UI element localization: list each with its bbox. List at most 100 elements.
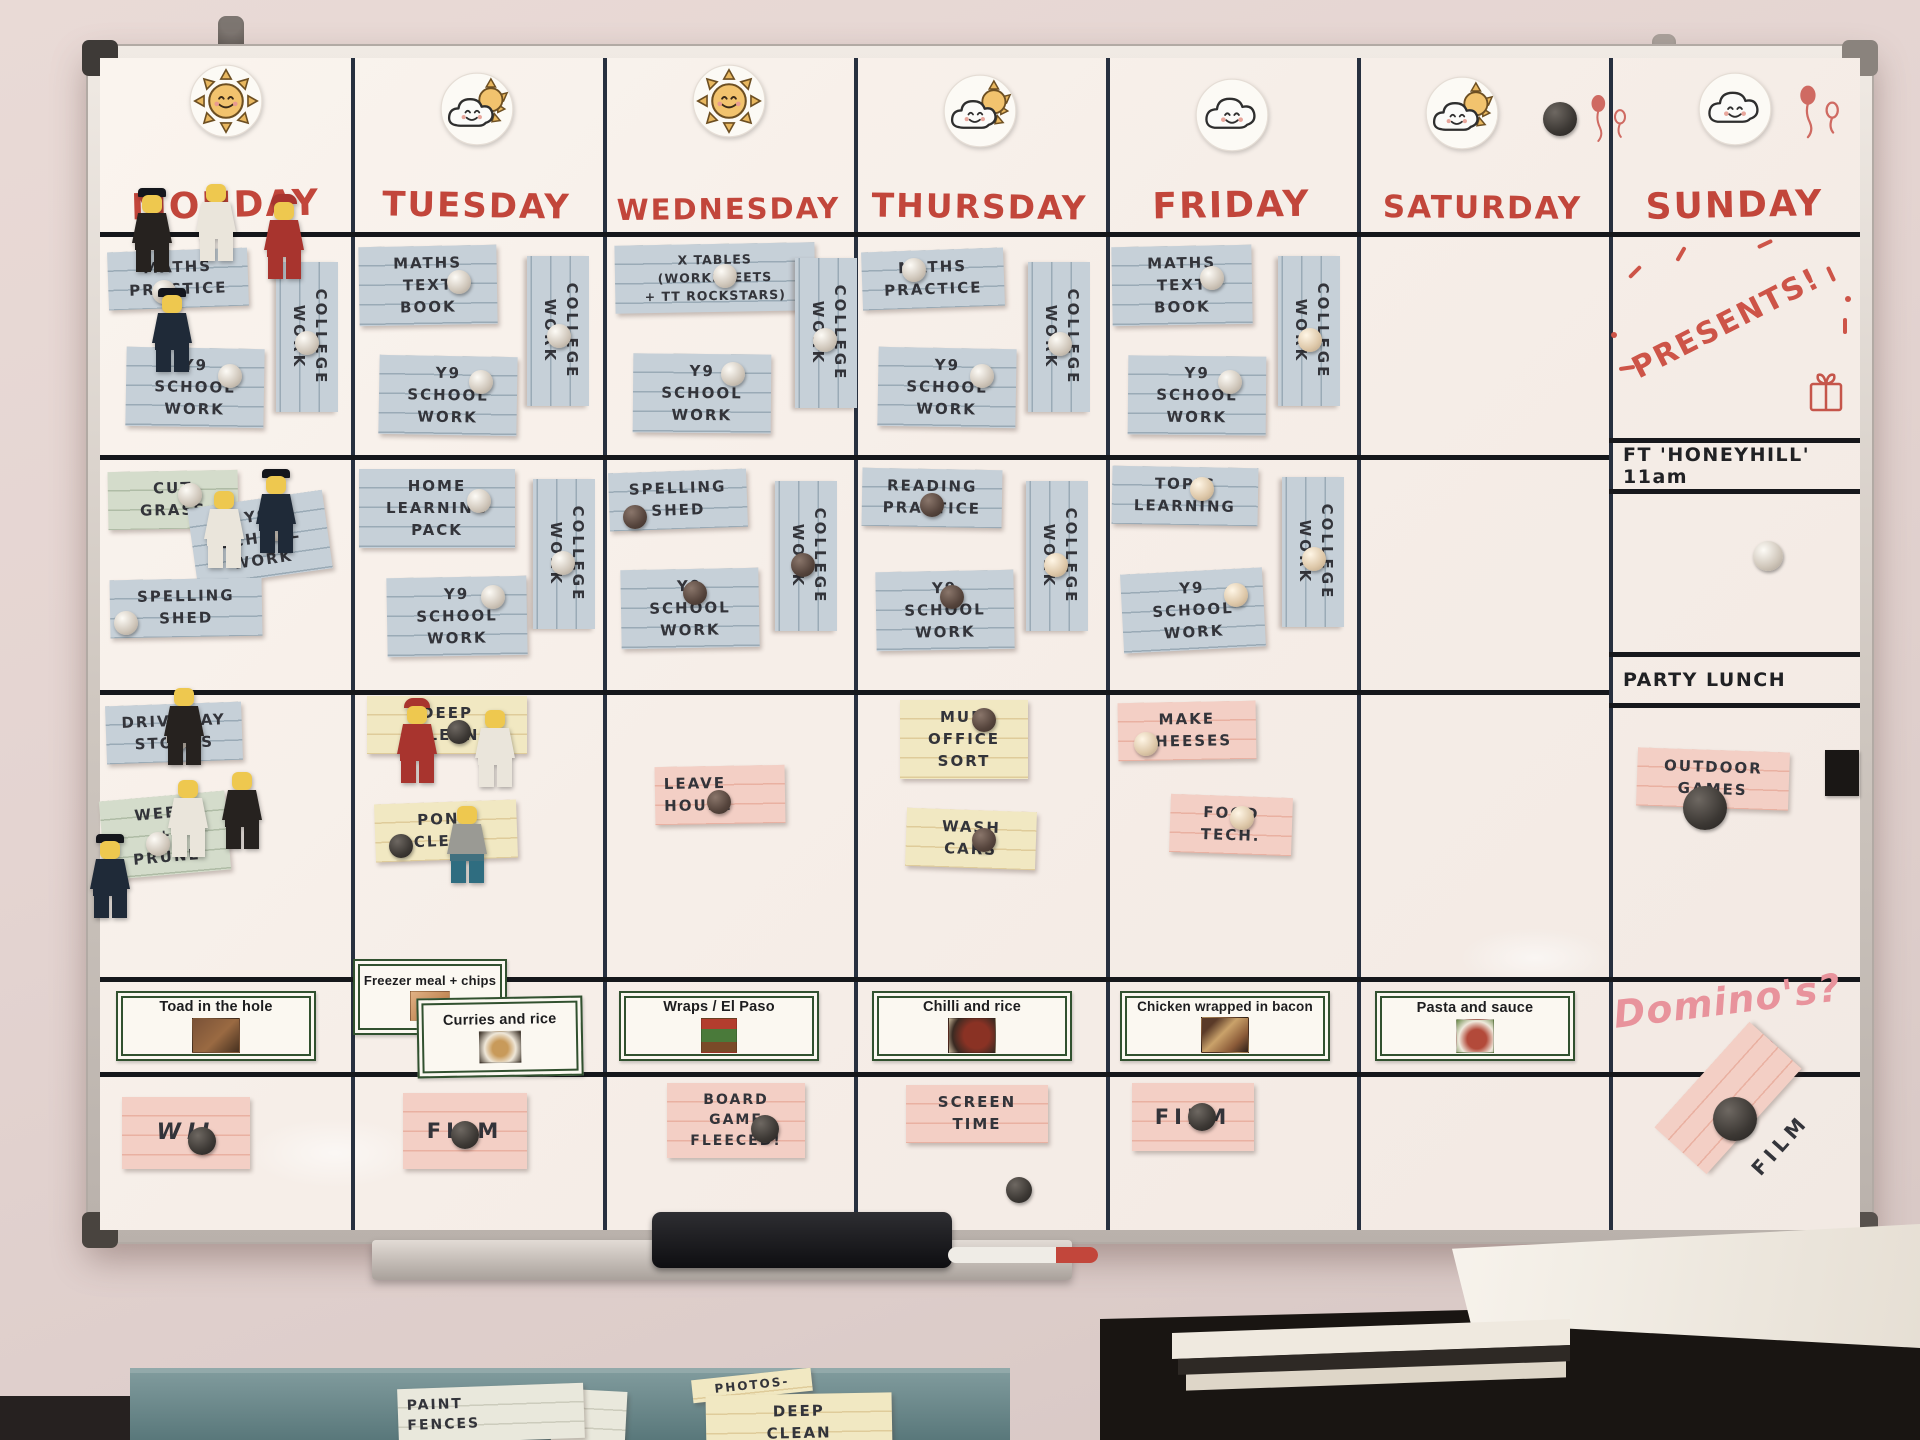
magnet [188, 1127, 216, 1155]
magnet [447, 720, 471, 744]
day-label-wednesday: WEDNESDAY [616, 191, 841, 227]
task-note: Y9 SCHOOL WORK [620, 567, 760, 650]
cell-saturday-meal: Pasta and sauce [1357, 981, 1608, 1071]
gift-doodle-icon [1805, 368, 1849, 416]
presents-doodle: PRESENTS! [1626, 261, 1827, 386]
day-label-tuesday: TUESDAY [381, 184, 572, 228]
task-note: BOARD GAME FLEECED! [667, 1083, 805, 1158]
cell-thursday-afternoon: MUM OFFICE SORT WASH CARS [854, 694, 1105, 974]
cell-sunday-midday [1609, 461, 1860, 687]
grid-column-line [854, 58, 858, 1230]
magnet [447, 270, 471, 294]
header-friday: FRIDAY [1106, 58, 1357, 232]
magnet [451, 1121, 479, 1149]
cell-wednesday-evening: BOARD GAME FLEECED! [603, 1077, 854, 1230]
task-note: FOOD TECH. [1169, 793, 1293, 856]
magnet [469, 370, 493, 394]
cell-thursday-morning: MATHS PRACTICE Y9 SCHOOL WORK COLLEGE WO… [854, 236, 1105, 455]
magnet [1713, 1097, 1757, 1141]
magnet [1683, 786, 1727, 830]
cell-wednesday-morning: X TABLES (WORKSHEETS + TT ROCKSTARS) Y9 … [603, 236, 857, 455]
grid-column-line [603, 58, 607, 1230]
black-square-magnet [1825, 750, 1859, 796]
lego-minifig-black-police-icon [128, 188, 176, 272]
doodle-dot [1611, 332, 1617, 338]
cloud-icon [1195, 78, 1269, 152]
grid-column-line [1609, 58, 1613, 1230]
magnet [146, 832, 170, 856]
magnet [1188, 1103, 1216, 1131]
grid-row-line-header [100, 232, 1860, 237]
grid-column-line [1357, 58, 1361, 1230]
cell-friday-afternoon: MAKE CHEESES FOOD TECH. [1106, 694, 1357, 974]
meal-label: Wraps / El Paso [663, 999, 775, 1015]
table-note-paint-fences: PAINT FENCES [397, 1382, 585, 1440]
task-note: Y9 SCHOOL WORK [877, 346, 1017, 429]
magnet [813, 328, 837, 352]
cell-friday-meal: Chicken wrapped in bacon [1106, 981, 1357, 1071]
meal-label: Pasta and sauce [1416, 999, 1534, 1016]
header-sunday: SUNDAY [1609, 58, 1860, 232]
cell-thursday-evening: SCREEN TIME [854, 1077, 1105, 1230]
doodle-dot [1845, 296, 1851, 302]
cell-thursday-meal: Chilli and rice [854, 981, 1105, 1071]
day-label-friday: FRIDAY [1152, 183, 1311, 228]
cell-monday-afternoon: DRIVEWAY STONES WEED + PRUNE [90, 688, 351, 974]
cell-friday-morning: MATHS TEXT BOOK Y9 SCHOOL WORK COLLEGE W… [1106, 236, 1357, 455]
cell-wednesday-meal: Wraps / El Paso [603, 981, 854, 1071]
party-lunch-text: PARTY LUNCH [1623, 669, 1787, 691]
cell-monday-evening: WII [100, 1077, 351, 1230]
cell-monday-meal: Toad in the hole [100, 981, 351, 1071]
cell-friday-midday: TOPIC LEARNING Y9 SCHOOL WORK COLLEGE WO… [1106, 461, 1357, 687]
magnet [972, 708, 996, 732]
cloud-icon [1698, 72, 1772, 146]
magnet [940, 585, 964, 609]
task-note: Y9 SCHOOL WORK [1127, 355, 1267, 436]
meal-label: Chilli and rice [922, 999, 1022, 1015]
meal-card: Curries and rice [416, 995, 584, 1079]
task-note: MATHS TEXT BOOK [1111, 244, 1253, 327]
magnet [1218, 370, 1242, 394]
doodle-dash [1825, 265, 1837, 283]
wall-hook-left [218, 16, 244, 48]
magnet [114, 611, 138, 635]
cloud-sun-icon [1425, 76, 1499, 150]
magnet [791, 553, 815, 577]
lego-minifig-navy-police-icon [148, 288, 196, 372]
meal-card: Wraps / El Paso [619, 991, 819, 1061]
doodle-dash [1756, 238, 1774, 250]
magnet [551, 551, 575, 575]
meal-photo [948, 1018, 996, 1053]
day-label-thursday: THURSDAY [871, 185, 1088, 228]
task-note: Y9 SCHOOL WORK [1120, 567, 1266, 654]
task-note: MUM OFFICE SORT [900, 700, 1028, 780]
ft-honeyhill-text: FT 'HONEYHILL' 11am [1623, 444, 1811, 488]
board-glare [250, 1118, 420, 1188]
sun-icon [692, 64, 766, 138]
magnet [547, 324, 571, 348]
header-wednesday: WEDNESDAY [603, 58, 854, 232]
sun-icon [189, 64, 263, 138]
magnet [1200, 266, 1224, 290]
magnet [1753, 541, 1783, 571]
magnet [295, 331, 319, 355]
magnet [1190, 477, 1214, 501]
doodle-dash [1627, 264, 1643, 280]
magnet [1230, 806, 1254, 830]
grid-column-line [351, 58, 355, 1230]
meal-photo [701, 1018, 737, 1053]
magnet [623, 505, 647, 529]
balloons-doodle-icon [1585, 92, 1635, 170]
magnet [1302, 547, 1326, 571]
task-note: WII [122, 1097, 250, 1169]
magnet [178, 483, 202, 507]
lego-minifig-navy-police-icon [252, 469, 300, 553]
task-note: Y9 SCHOOL WORK [875, 569, 1015, 652]
cell-tuesday-morning: MATHS TEXT BOOK Y9 SCHOOL WORK COLLEGE W… [351, 236, 602, 455]
lego-minifig-red-spaceman-icon [393, 698, 441, 783]
lego-minifig-white-icon [471, 710, 519, 787]
balloons-doodle-icon [1793, 84, 1849, 168]
cell-tuesday-meal: Freezer meal + chips Curries and rice [351, 959, 602, 1079]
lego-minifig-white-icon [164, 780, 212, 857]
grid-row-line-evening [100, 1072, 1860, 1077]
